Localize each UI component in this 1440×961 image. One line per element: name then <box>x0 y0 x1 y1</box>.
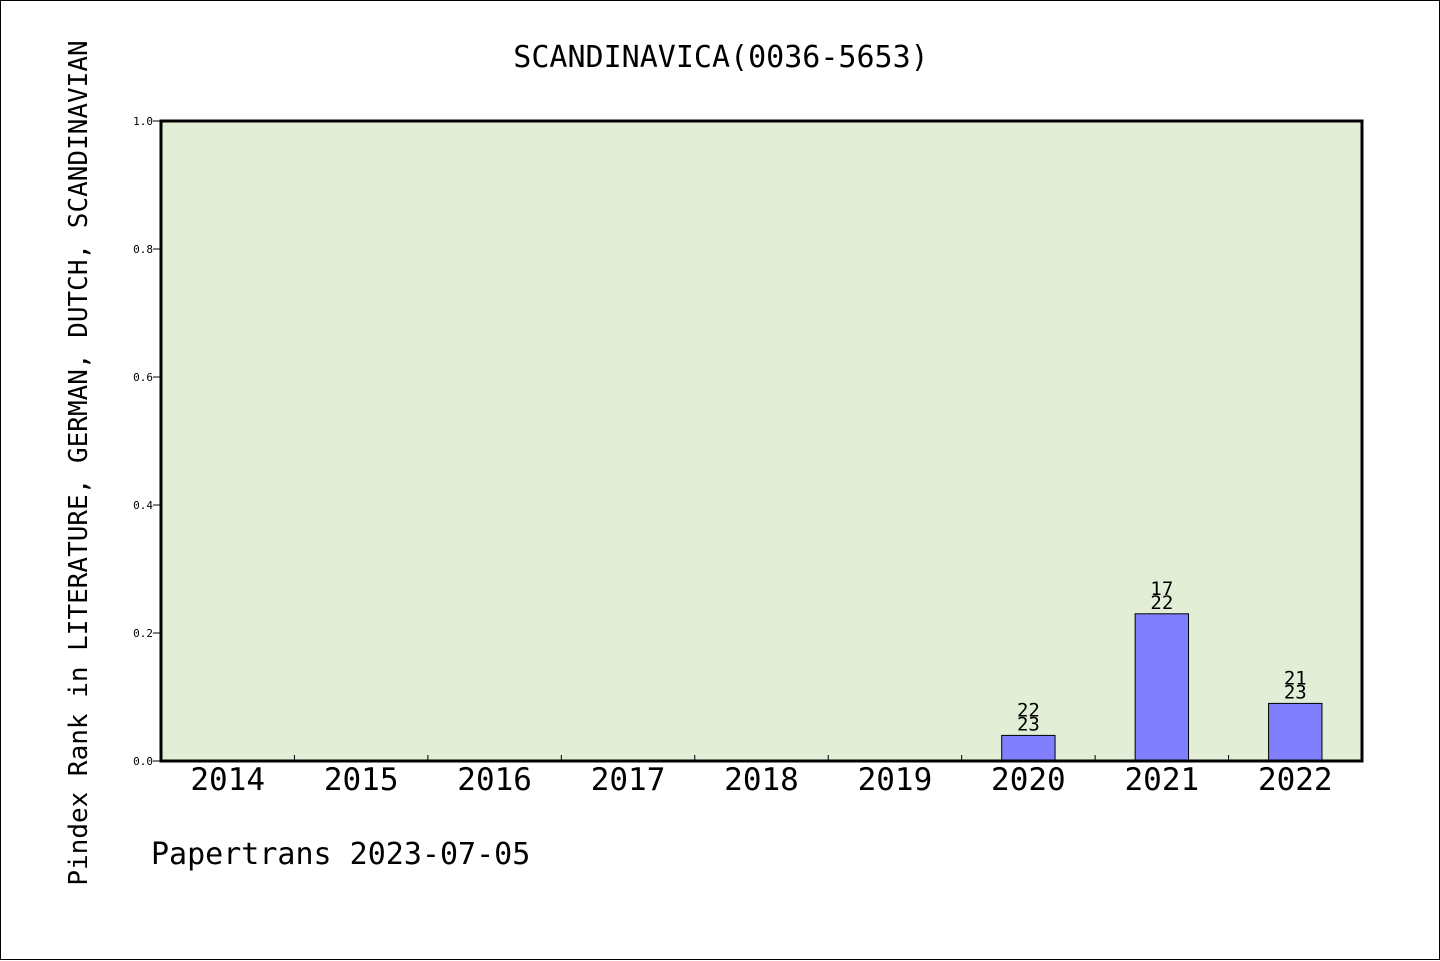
chart-title: SCANDINAVICA(0036-5653) <box>513 40 928 75</box>
y-axis-ticks: 0.0 0.2 0.4 0.6 0.8 1.0 <box>133 115 161 768</box>
plot-border <box>159 119 1364 763</box>
y-tick-label: 0.2 <box>133 627 153 640</box>
x-tick-label: 2022 <box>1258 762 1333 798</box>
y-tick-label: 1.0 <box>133 115 153 128</box>
x-tick-label: 2015 <box>324 762 399 798</box>
x-tick-label: 2016 <box>457 762 532 798</box>
y-tick-label: 0.6 <box>133 371 153 384</box>
footer-credit: Papertrans 2023-07-05 <box>151 837 530 872</box>
bar-2020 <box>1001 734 1056 762</box>
bar-label-bottom: 23 <box>1284 681 1307 703</box>
y-tick-label: 0.8 <box>133 243 153 256</box>
bar-label-bottom: 22 <box>1150 592 1173 614</box>
bar-2021 <box>1134 613 1190 762</box>
bars-group <box>1001 613 1323 762</box>
x-tick-label: 2018 <box>724 762 799 798</box>
x-tick-label: 2017 <box>591 762 666 798</box>
y-tick-label: 0.0 <box>133 755 153 768</box>
y-tick-label: 0.4 <box>133 499 153 512</box>
x-tick-label: 2020 <box>991 762 1066 798</box>
bar-label-bottom: 23 <box>1017 713 1040 735</box>
x-tick-label: 2021 <box>1125 762 1200 798</box>
x-axis-ticks: 2014 2015 2016 2017 2018 2019 2020 2021 2022 <box>190 755 1333 798</box>
x-tick-label: 2014 <box>190 762 265 798</box>
bar-label-top: 21 <box>1284 667 1307 689</box>
bar-2022 <box>1268 702 1323 762</box>
y-axis-label: Pindex Rank in LITERATURE, GERMAN, DUTCH… <box>64 40 94 885</box>
bar-label-top: 17 <box>1150 578 1173 600</box>
bar-label-top: 22 <box>1017 699 1040 721</box>
x-tick-label: 2019 <box>858 762 933 798</box>
